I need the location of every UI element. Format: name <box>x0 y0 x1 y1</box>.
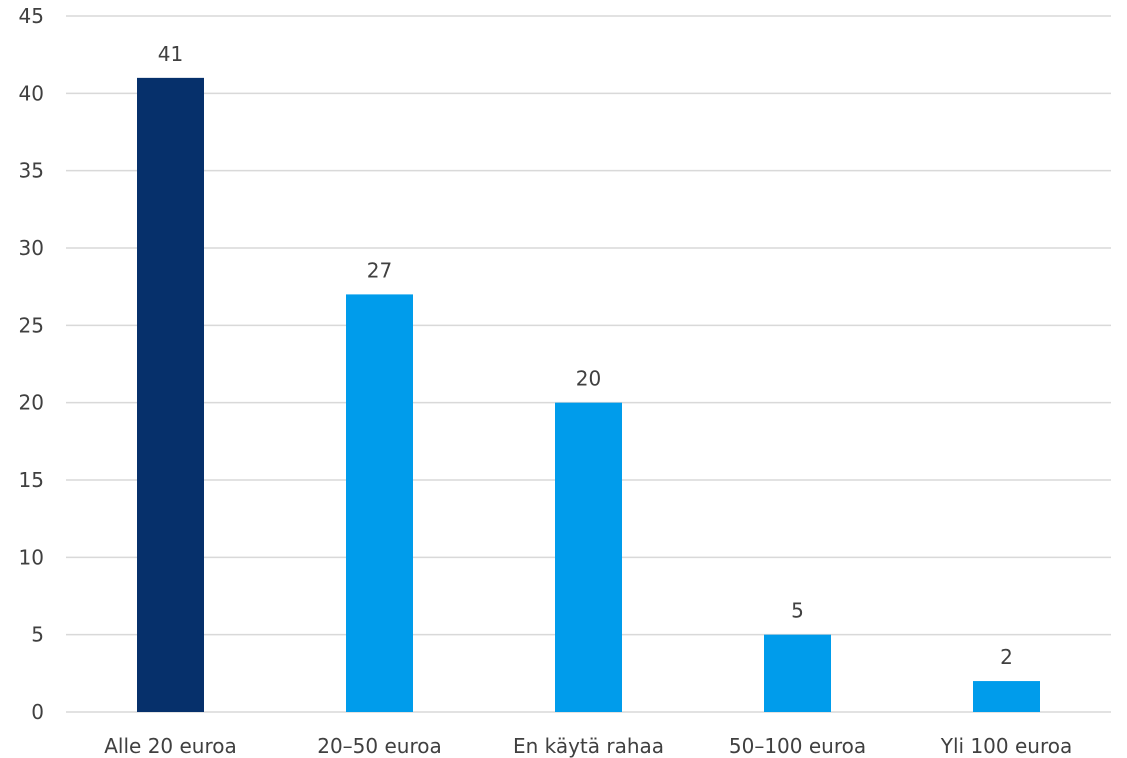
data-labels: 41 27 20 5 2 <box>158 42 1013 669</box>
x-category-label: En käytä rahaa <box>513 734 664 758</box>
y-axis-tick-labels: 0 5 10 15 20 25 30 35 40 45 <box>19 4 44 724</box>
y-tick-label: 35 <box>19 159 44 183</box>
y-tick-label: 20 <box>19 391 44 415</box>
data-label: 5 <box>791 599 804 623</box>
x-category-label: Alle 20 euroa <box>104 734 237 758</box>
data-label: 20 <box>576 367 601 391</box>
x-axis-category-labels: Alle 20 euroa 20–50 euroa En käytä rahaa 50… <box>104 734 1072 758</box>
bar <box>555 402 622 712</box>
data-label: 27 <box>367 258 392 282</box>
bar <box>973 681 1040 712</box>
x-category-label: 20–50 euroa <box>317 734 442 758</box>
y-tick-label: 0 <box>31 700 44 724</box>
y-tick-label: 15 <box>19 468 44 492</box>
bars <box>137 77 1040 712</box>
y-tick-label: 25 <box>19 313 44 337</box>
bar <box>764 634 831 712</box>
data-label: 41 <box>158 42 183 66</box>
y-tick-label: 10 <box>19 545 44 569</box>
y-tick-label: 40 <box>19 81 44 105</box>
x-category-label: 50–100 euroa <box>729 734 866 758</box>
data-label: 2 <box>1000 645 1013 669</box>
x-category-label: Yli 100 euroa <box>940 734 1072 758</box>
bar <box>137 77 204 712</box>
y-tick-label: 45 <box>19 4 44 28</box>
y-tick-label: 30 <box>19 236 44 260</box>
bar <box>346 294 413 712</box>
y-tick-label: 5 <box>31 623 44 647</box>
